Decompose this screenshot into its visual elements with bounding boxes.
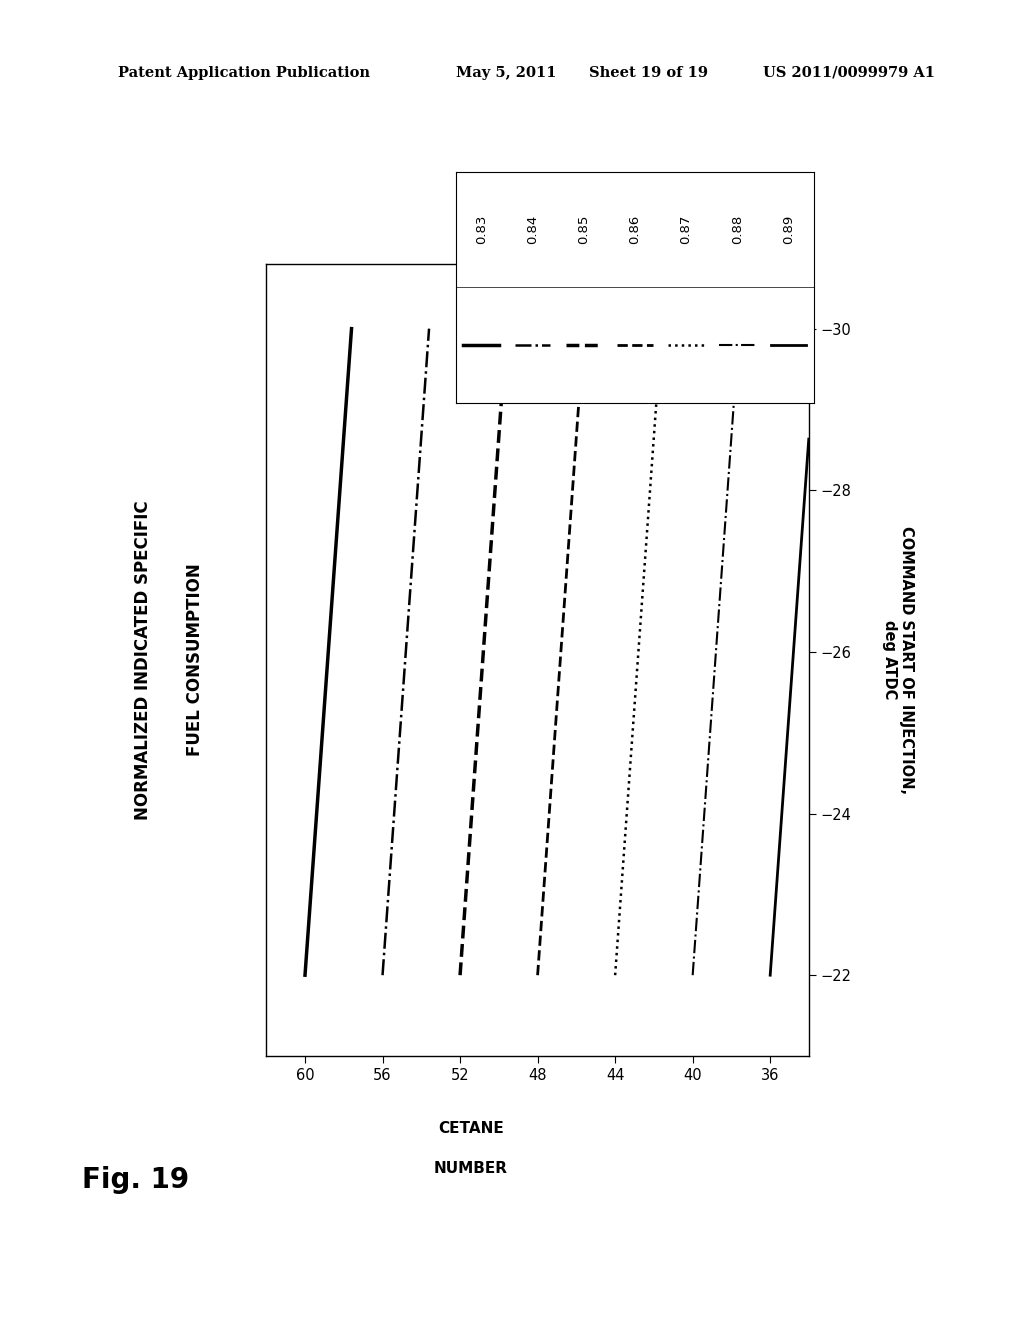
Text: 0.85: 0.85 — [578, 215, 590, 244]
Text: FUEL CONSUMPTION: FUEL CONSUMPTION — [185, 564, 204, 756]
Text: NORMALIZED INDICATED SPECIFIC: NORMALIZED INDICATED SPECIFIC — [134, 500, 153, 820]
Text: CETANE: CETANE — [438, 1121, 504, 1137]
Text: US 2011/0099979 A1: US 2011/0099979 A1 — [763, 66, 935, 79]
Text: 0.84: 0.84 — [526, 215, 539, 244]
Text: 0.87: 0.87 — [680, 215, 692, 244]
Text: 0.88: 0.88 — [731, 215, 743, 244]
Text: May 5, 2011: May 5, 2011 — [456, 66, 556, 79]
Text: NUMBER: NUMBER — [434, 1160, 508, 1176]
Text: Patent Application Publication: Patent Application Publication — [118, 66, 370, 79]
Y-axis label: COMMAND START OF INJECTION,
deg ATDC: COMMAND START OF INJECTION, deg ATDC — [882, 525, 914, 795]
Text: Sheet 19 of 19: Sheet 19 of 19 — [589, 66, 708, 79]
Text: 0.86: 0.86 — [629, 215, 641, 244]
Text: Fig. 19: Fig. 19 — [82, 1166, 189, 1195]
Text: 0.83: 0.83 — [475, 215, 487, 244]
Text: 0.89: 0.89 — [782, 215, 795, 244]
